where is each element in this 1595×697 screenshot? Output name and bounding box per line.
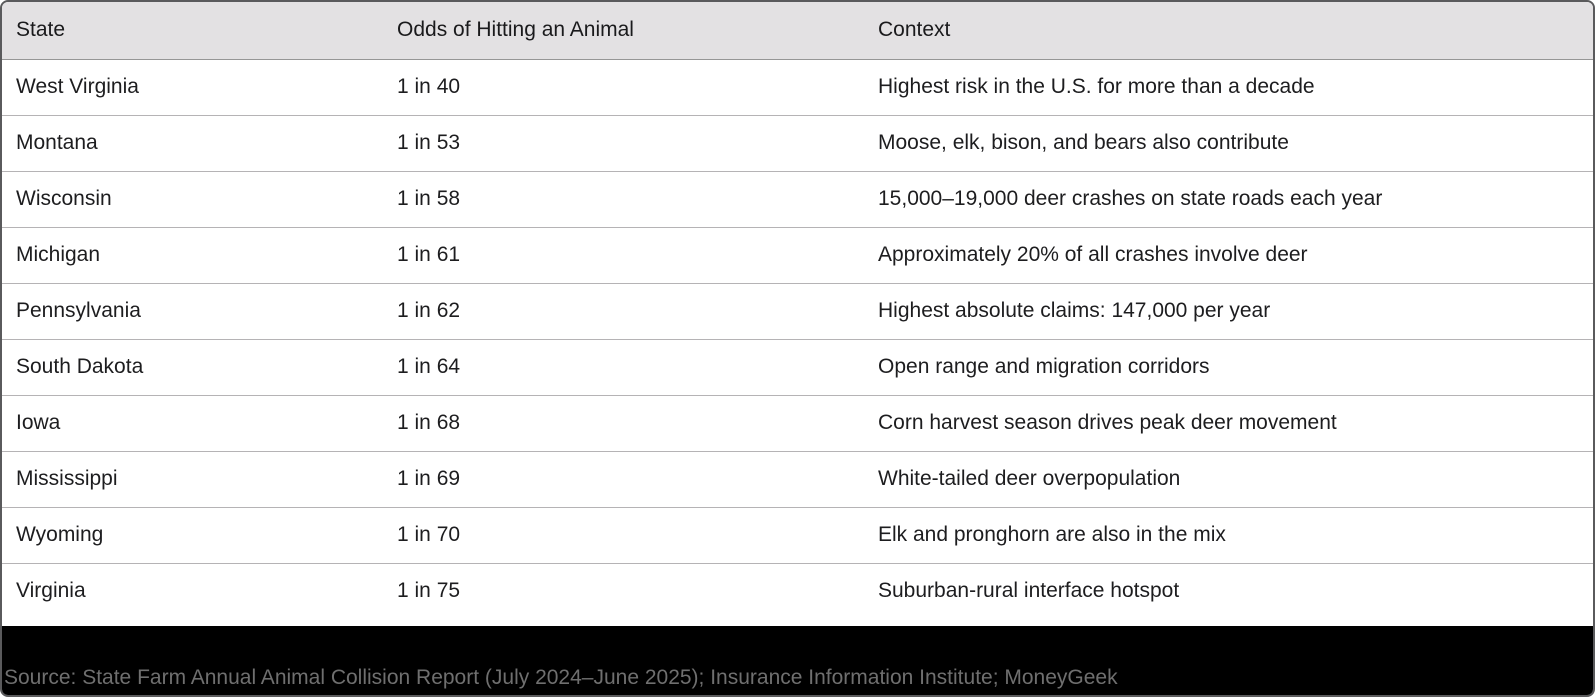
context-cell: Moose, elk, bison, and bears also contri…	[864, 114, 1593, 171]
source-footer: Source: State Farm Annual Animal Collisi…	[2, 626, 1593, 695]
table-row: Iowa 1 in 68 Corn harvest season drives …	[2, 394, 1593, 451]
odds-cell: 1 in 69	[383, 450, 864, 507]
state-cell: West Virginia	[2, 59, 383, 115]
odds-cell: 1 in 62	[383, 282, 864, 339]
table-row: Michigan 1 in 61 Approximately 20% of al…	[2, 226, 1593, 283]
source-attribution-text: Source: State Farm Annual Animal Collisi…	[4, 665, 1118, 689]
odds-cell: 1 in 64	[383, 338, 864, 395]
odds-cell: 1 in 75	[383, 562, 864, 619]
column-header-state: State	[2, 2, 383, 60]
table-row: Pennsylvania 1 in 62 Highest absolute cl…	[2, 282, 1593, 339]
state-cell: Montana	[2, 114, 383, 171]
table-row: Wisconsin 1 in 58 15,000–19,000 deer cra…	[2, 170, 1593, 227]
odds-of-hitting-animal-table: State Odds of Hitting an Animal Context …	[2, 2, 1593, 619]
context-cell: Highest absolute claims: 147,000 per yea…	[864, 282, 1593, 339]
context-cell: Elk and pronghorn are also in the mix	[864, 506, 1593, 563]
state-cell: Mississippi	[2, 450, 383, 507]
state-cell: Iowa	[2, 394, 383, 451]
context-cell: Corn harvest season drives peak deer mov…	[864, 394, 1593, 451]
odds-cell: 1 in 61	[383, 226, 864, 283]
table-row: South Dakota 1 in 64 Open range and migr…	[2, 338, 1593, 395]
odds-cell: 1 in 40	[383, 59, 864, 115]
state-cell: South Dakota	[2, 338, 383, 395]
column-header-context: Context	[864, 2, 1593, 60]
context-cell: Highest risk in the U.S. for more than a…	[864, 59, 1593, 115]
table-row: Mississippi 1 in 69 White-tailed deer ov…	[2, 450, 1593, 507]
context-cell: Approximately 20% of all crashes involve…	[864, 226, 1593, 283]
state-cell: Wyoming	[2, 506, 383, 563]
odds-cell: 1 in 68	[383, 394, 864, 451]
context-cell: Suburban-rural interface hotspot	[864, 562, 1593, 619]
odds-cell: 1 in 53	[383, 114, 864, 171]
context-cell: Open range and migration corridors	[864, 338, 1593, 395]
state-cell: Michigan	[2, 226, 383, 283]
table-container: State Odds of Hitting an Animal Context …	[2, 2, 1593, 626]
state-cell: Virginia	[2, 562, 383, 619]
state-cell: Pennsylvania	[2, 282, 383, 339]
column-header-odds: Odds of Hitting an Animal	[383, 2, 864, 60]
table-header: State Odds of Hitting an Animal Context	[2, 2, 1593, 60]
header-row: State Odds of Hitting an Animal Context	[2, 2, 1593, 60]
table-row: West Virginia 1 in 40 Highest risk in th…	[2, 59, 1593, 115]
table-row: Virginia 1 in 75 Suburban-rural interfac…	[2, 562, 1593, 619]
state-cell: Wisconsin	[2, 170, 383, 227]
context-cell: White-tailed deer overpopulation	[864, 450, 1593, 507]
odds-cell: 1 in 70	[383, 506, 864, 563]
context-cell: 15,000–19,000 deer crashes on state road…	[864, 170, 1593, 227]
table-body: West Virginia 1 in 40 Highest risk in th…	[2, 59, 1593, 619]
table-row: Wyoming 1 in 70 Elk and pronghorn are al…	[2, 506, 1593, 563]
odds-cell: 1 in 58	[383, 170, 864, 227]
table-row: Montana 1 in 53 Moose, elk, bison, and b…	[2, 114, 1593, 171]
